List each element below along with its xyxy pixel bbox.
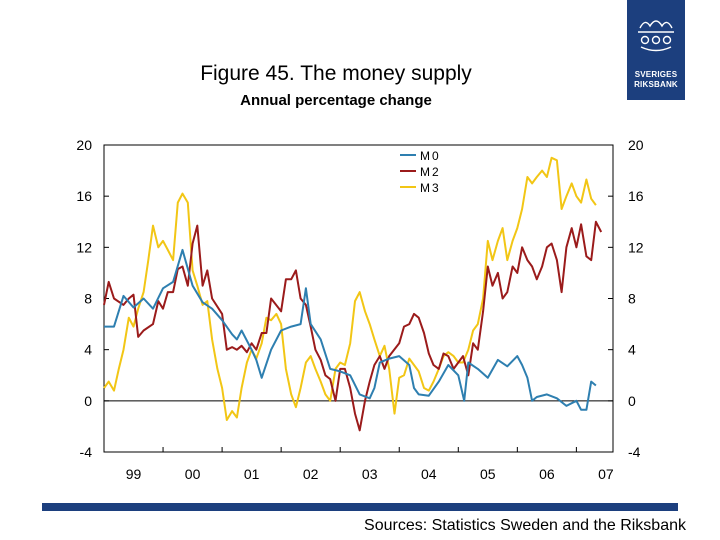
- logo-line-2: RIKSBANK: [634, 80, 678, 89]
- x-tick-label: 06: [539, 466, 555, 482]
- x-tick-label: 02: [303, 466, 319, 482]
- y-tick-label-right: 12: [628, 239, 644, 255]
- crown-emblem-icon: [638, 20, 674, 52]
- y-tick-label-right: -4: [628, 444, 641, 460]
- x-tick-label: 03: [362, 466, 378, 482]
- y-tick-label-right: 16: [628, 188, 644, 204]
- y-tick-label-left: 20: [76, 137, 92, 153]
- series-line-m0: [104, 248, 597, 411]
- logo-line-1: SVERIGES: [634, 70, 678, 79]
- legend-label-m3: M3: [420, 181, 441, 195]
- y-tick-label-left: -4: [80, 444, 93, 460]
- x-tick-label: 00: [185, 466, 201, 482]
- x-tick-label: 01: [244, 466, 260, 482]
- page-subtitle: Annual percentage change: [240, 92, 432, 109]
- plot-frame: [103, 144, 614, 453]
- series-line-m2: [103, 220, 603, 432]
- y-tick-label-left: 16: [76, 188, 92, 204]
- y-tick-label-left: 0: [84, 393, 92, 409]
- y-tick-label-right: 8: [628, 291, 636, 307]
- y-tick-label-left: 12: [76, 239, 92, 255]
- x-tick-label: 05: [480, 466, 496, 482]
- y-tick-label-left: 8: [84, 291, 92, 307]
- page-title: Figure 45. The money supply: [200, 62, 472, 85]
- riksbank-logo: SVERIGES RIKSBANK: [627, 0, 685, 100]
- footer-bar: [42, 503, 678, 511]
- y-tick-label-right: 0: [628, 393, 636, 409]
- y-tick-label-right: 20: [628, 137, 644, 153]
- x-tick-label: 07: [598, 466, 614, 482]
- legend-label-m0: M0: [420, 149, 441, 163]
- legend-label-m2: M2: [420, 165, 441, 179]
- source-note: Sources: Statistics Sweden and the Riksb…: [364, 517, 686, 534]
- y-tick-label-right: 4: [628, 342, 636, 358]
- x-tick-label: 99: [126, 466, 142, 482]
- series-line-m3: [103, 156, 597, 421]
- x-tick-label: 04: [421, 466, 437, 482]
- y-tick-label-left: 4: [84, 342, 92, 358]
